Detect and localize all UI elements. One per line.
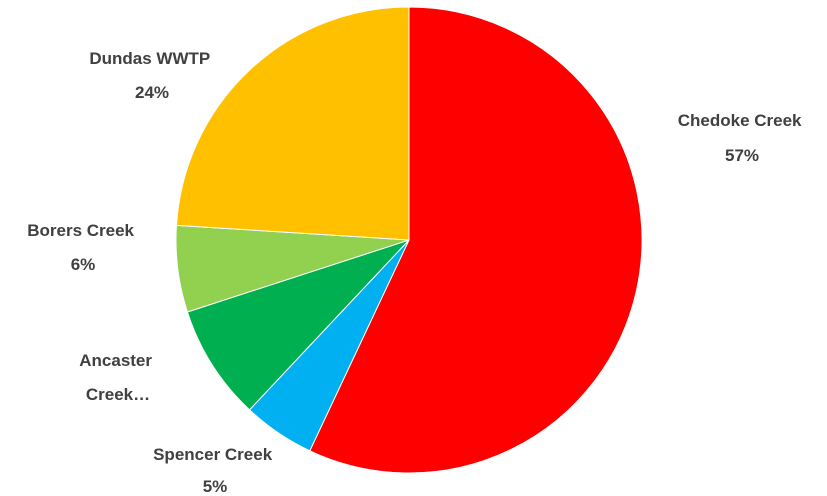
slice-label-ancaster-creek: Ancaster Creek…	[79, 351, 157, 404]
pie-slice-dundas-wwtp	[175, 6, 410, 241]
slice-label-dundas-wwtp: Dundas WWTP 24%	[89, 49, 214, 102]
slice-label-spencer-creek: Spencer Creek 5%	[153, 445, 277, 496]
slice-label-borers-creek: Borers Creek 6%	[27, 221, 139, 274]
pie-slices	[175, 6, 643, 474]
slice-label-chedoke-creek: Chedoke Creek 57%	[678, 111, 807, 165]
pie-slice-ancaster-creek	[186, 239, 410, 411]
pie-slice-chedoke-creek	[309, 6, 643, 474]
